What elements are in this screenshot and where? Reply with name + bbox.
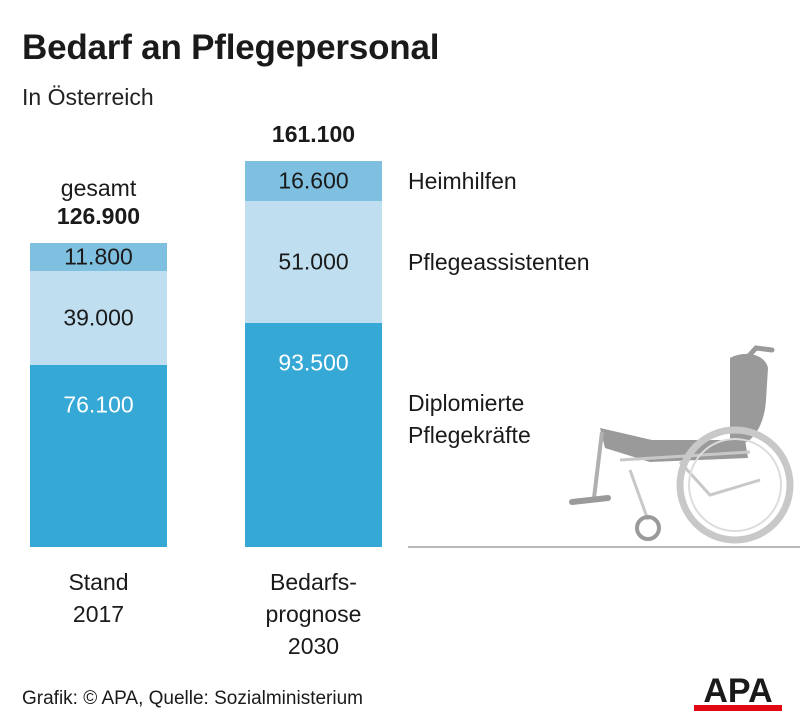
- bar-segment-diplomierte-1: 93.500: [245, 322, 382, 547]
- floor-line: [408, 546, 800, 548]
- bar-segment-pflegeassistenten-0: 39.000: [30, 271, 167, 365]
- chart-title: Bedarf an Pflegepersonal: [22, 28, 440, 67]
- category-label: 2030: [287, 633, 340, 659]
- bar-value-label: 11.800: [64, 243, 133, 270]
- category-label: Stand: [68, 569, 129, 595]
- legend-label-pflegeassistenten: Pflegeassistenten: [408, 248, 590, 275]
- category-label: Bedarfs-: [270, 569, 357, 595]
- legend-label-diplomierte: Diplomierte: [408, 389, 525, 416]
- bar-segment-pflegeassistenten-1: 51.000: [245, 200, 382, 323]
- bar-value-label: 16.600: [278, 167, 349, 194]
- total-value-label: 126.900: [56, 202, 141, 229]
- bar-value-label: 51.000: [278, 248, 349, 275]
- legend-label-heimhilfen: Heimhilfen: [408, 167, 517, 194]
- bar-segment-heimhilfen-1: 16.600: [245, 161, 382, 201]
- wheelchair-icon: [569, 345, 794, 544]
- bar-value-label: 39.000: [63, 304, 134, 331]
- bar-value-label: 93.500: [278, 349, 349, 376]
- category-label: 2017: [72, 601, 125, 627]
- source-note: Grafik: © APA, Quelle: Sozialministerium: [22, 688, 363, 709]
- bar-value-label: 76.100: [63, 391, 134, 418]
- legend-label-diplomierte: Pflegekräfte: [408, 421, 531, 448]
- chart-subtitle: In Österreich: [22, 84, 154, 110]
- logo-text: APA: [703, 672, 772, 710]
- total-caption: gesamt: [60, 174, 137, 201]
- category-label: prognose: [265, 601, 362, 627]
- logo-red-bar: [694, 705, 782, 711]
- apa-logo: APA: [694, 672, 782, 711]
- bar-segment-heimhilfen-0: 11.800: [30, 242, 167, 272]
- total-value-label: 161.100: [271, 121, 356, 147]
- bar-segment-diplomierte-0: 76.100: [30, 364, 167, 547]
